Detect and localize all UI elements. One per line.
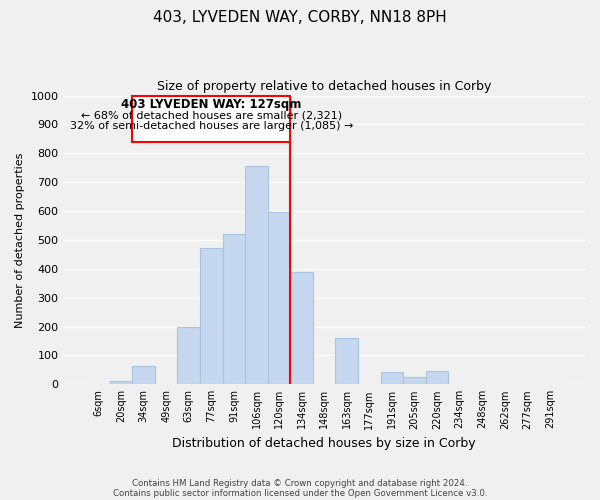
Text: 403, LYVEDEN WAY, CORBY, NN18 8PH: 403, LYVEDEN WAY, CORBY, NN18 8PH bbox=[153, 10, 447, 25]
Text: 403 LYVEDEN WAY: 127sqm: 403 LYVEDEN WAY: 127sqm bbox=[121, 98, 301, 112]
Text: ← 68% of detached houses are smaller (2,321): ← 68% of detached houses are smaller (2,… bbox=[81, 111, 342, 121]
Text: 32% of semi-detached houses are larger (1,085) →: 32% of semi-detached houses are larger (… bbox=[70, 122, 353, 132]
Bar bbox=[223, 234, 245, 384]
Bar bbox=[335, 338, 358, 384]
Title: Size of property relative to detached houses in Corby: Size of property relative to detached ho… bbox=[157, 80, 491, 93]
Bar bbox=[426, 371, 448, 384]
Bar bbox=[380, 372, 403, 384]
X-axis label: Distribution of detached houses by size in Corby: Distribution of detached houses by size … bbox=[172, 437, 476, 450]
Bar bbox=[290, 272, 313, 384]
Y-axis label: Number of detached properties: Number of detached properties bbox=[15, 152, 25, 328]
FancyBboxPatch shape bbox=[132, 96, 290, 142]
Bar bbox=[268, 212, 290, 384]
Text: Contains HM Land Registry data © Crown copyright and database right 2024.: Contains HM Land Registry data © Crown c… bbox=[132, 478, 468, 488]
Text: Contains public sector information licensed under the Open Government Licence v3: Contains public sector information licen… bbox=[113, 488, 487, 498]
Bar bbox=[110, 380, 132, 384]
Bar bbox=[403, 377, 426, 384]
Bar bbox=[132, 366, 155, 384]
Bar bbox=[178, 328, 200, 384]
Bar bbox=[245, 166, 268, 384]
Bar bbox=[200, 248, 223, 384]
